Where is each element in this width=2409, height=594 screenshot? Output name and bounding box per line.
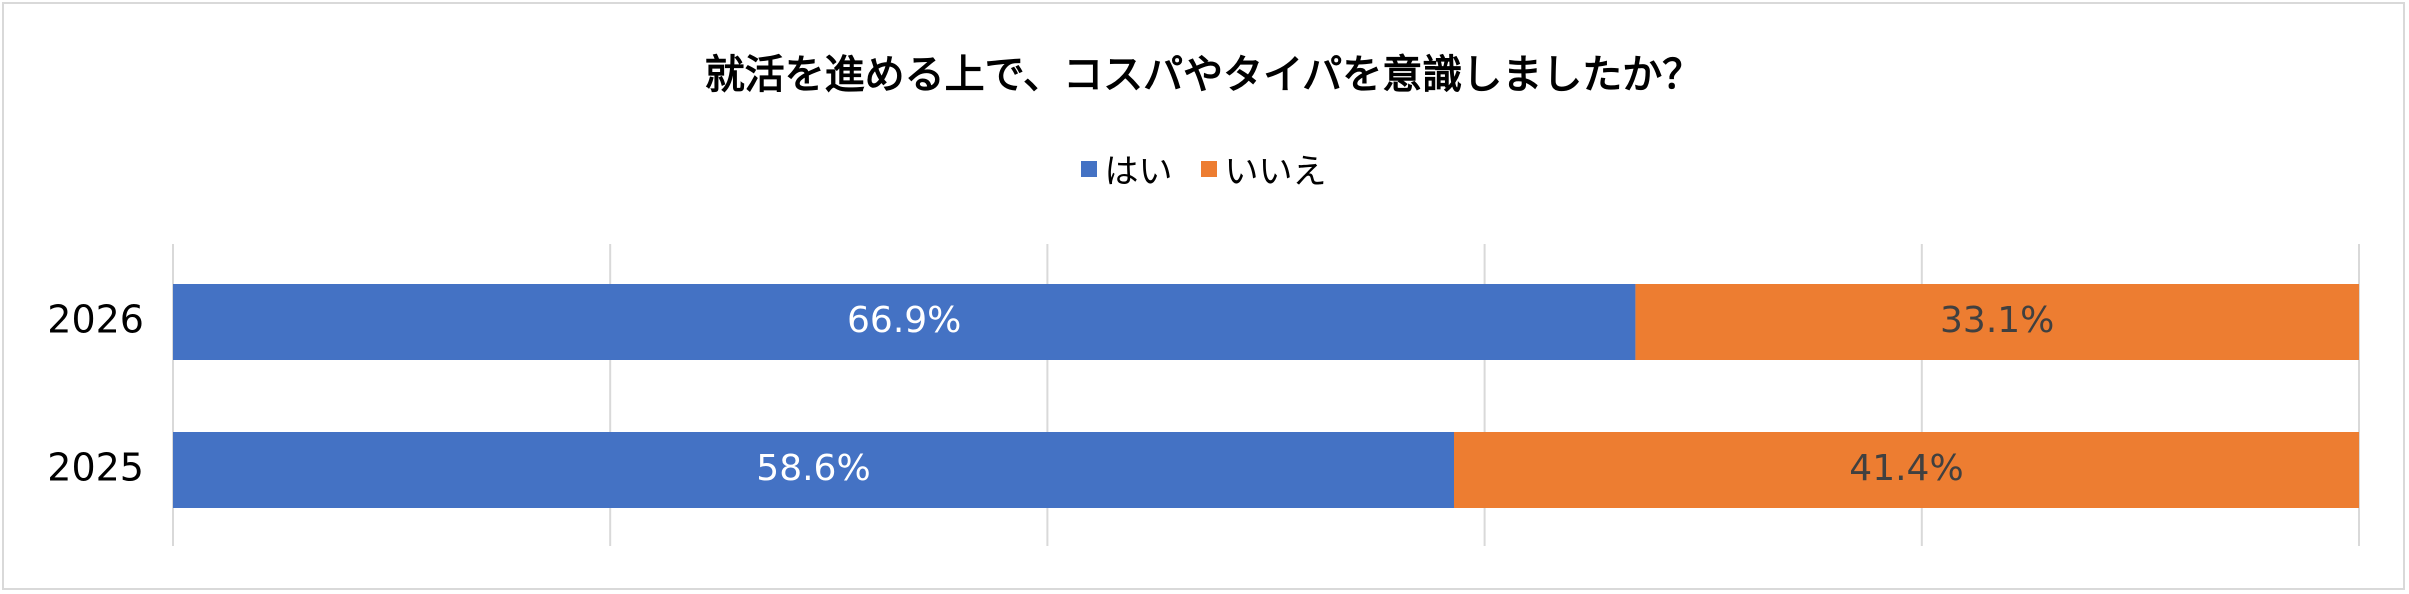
- legend-swatch-no: [1200, 160, 1217, 177]
- category-label: 2025: [47, 446, 144, 490]
- bar-segment-yes: [173, 432, 1454, 508]
- legend-swatch-yes: [1080, 160, 1097, 177]
- data-label: 58.6%: [756, 448, 870, 489]
- bar-segment-no: [1453, 432, 2359, 508]
- category-label: 2026: [47, 298, 144, 342]
- chart-title: 就活を進める上で、コスパやタイパを意識しましたか？: [704, 52, 1703, 98]
- data-label: 33.1%: [1940, 300, 2054, 341]
- legend-item-no: いいえ: [1200, 144, 1327, 193]
- bar-segment-yes: [173, 284, 1636, 360]
- plot-area: 2026 66.9% 33.1% 2025 58.6% 41.4%: [47, 244, 2360, 546]
- data-label: 41.4%: [1849, 448, 1963, 489]
- data-label: 66.9%: [847, 300, 961, 341]
- bar-segment-no: [1635, 284, 2359, 360]
- legend: はい いいえ: [4, 144, 2403, 193]
- legend-label-yes: はい: [1104, 152, 1173, 192]
- legend-item-yes: はい: [1080, 144, 1173, 193]
- legend-label-no: いいえ: [1224, 152, 1327, 192]
